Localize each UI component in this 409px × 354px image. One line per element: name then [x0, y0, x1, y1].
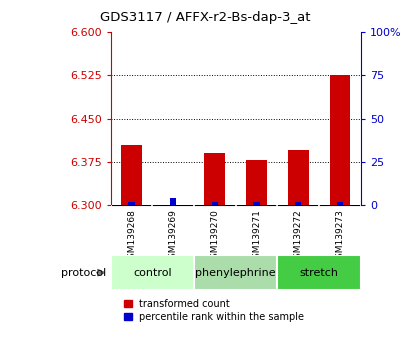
Bar [294, 202, 301, 205]
Bar [193, 255, 277, 290]
Bar [277, 255, 360, 290]
Bar [211, 202, 218, 205]
Bar [245, 160, 266, 205]
Text: GSM139272: GSM139272 [293, 209, 302, 264]
Text: GDS3117 / AFFX-r2-Bs-dap-3_at: GDS3117 / AFFX-r2-Bs-dap-3_at [99, 11, 310, 24]
Text: phenylephrine: phenylephrine [195, 268, 275, 278]
Bar [329, 75, 350, 205]
Bar [170, 198, 176, 205]
Bar [336, 202, 342, 205]
Text: GSM139268: GSM139268 [127, 209, 136, 264]
Text: stretch: stretch [299, 268, 338, 278]
Legend: transformed count, percentile rank within the sample: transformed count, percentile rank withi… [124, 299, 303, 321]
Bar [204, 153, 225, 205]
Text: GSM139273: GSM139273 [335, 209, 344, 264]
Text: GSM139271: GSM139271 [252, 209, 261, 264]
Bar [253, 202, 259, 205]
Bar [128, 202, 134, 205]
Bar [110, 255, 193, 290]
Bar [121, 144, 142, 205]
Bar [287, 150, 308, 205]
Text: protocol: protocol [61, 268, 106, 278]
Text: GSM139270: GSM139270 [210, 209, 219, 264]
Text: GSM139269: GSM139269 [169, 209, 177, 264]
Text: control: control [133, 268, 171, 278]
